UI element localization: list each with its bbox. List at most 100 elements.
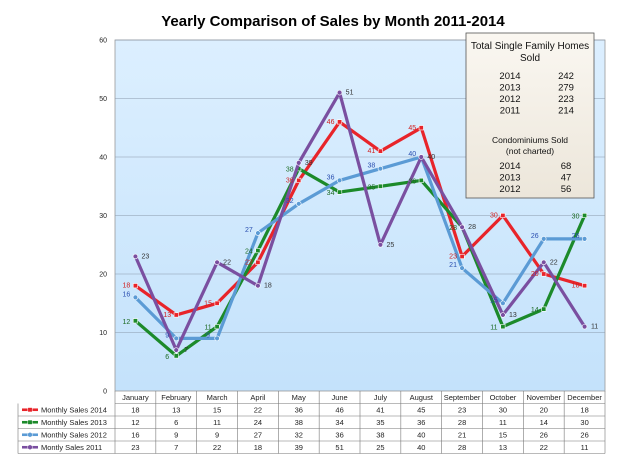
category-label: May [292, 393, 306, 402]
table-cell: 38 [295, 418, 303, 427]
data-point [214, 324, 220, 330]
data-label: 38 [368, 163, 376, 170]
data-label: 46 [327, 119, 335, 126]
data-point [336, 177, 343, 184]
table-cell: 45 [417, 405, 425, 414]
category-label: March [207, 393, 228, 402]
data-label: 11 [490, 325, 497, 332]
data-point [132, 253, 139, 260]
data-label: 24 [245, 249, 253, 256]
table-cell: 15 [213, 405, 221, 414]
table-cell: 6 [174, 418, 178, 427]
info-year: 2011 [500, 106, 520, 117]
data-label: 18 [264, 283, 272, 290]
data-point [214, 300, 220, 306]
info-heading: Sold [520, 53, 540, 64]
table-cell: 38 [376, 430, 384, 439]
data-point [255, 248, 261, 254]
category-label: October [490, 393, 517, 402]
info-value: 279 [558, 83, 574, 94]
data-label: 11 [591, 324, 598, 331]
legend-label: Montly Sales 2011 [41, 443, 102, 452]
data-label: 13 [163, 312, 171, 319]
info-value: 223 [558, 94, 574, 105]
data-point [173, 353, 179, 359]
table-cell: 21 [458, 430, 466, 439]
table-cell: 51 [335, 443, 343, 452]
data-label: 28 [449, 225, 457, 232]
table-cell: 11 [581, 443, 589, 452]
data-point [377, 148, 383, 154]
data-label: 23 [449, 253, 457, 260]
data-point [377, 183, 383, 189]
data-label: 15 [490, 297, 498, 304]
data-label: 18 [123, 283, 131, 290]
data-point [581, 236, 588, 242]
info-value: 68 [561, 161, 572, 172]
data-label: 21 [449, 262, 457, 269]
table-cell: 40 [417, 443, 425, 452]
table-cell: 36 [295, 405, 303, 414]
data-label: 34 [327, 190, 335, 197]
data-point [296, 201, 302, 207]
legend-label: Monthly Sales 2012 [41, 430, 107, 439]
category-label: September [444, 393, 481, 402]
data-label: 23 [142, 253, 150, 260]
table-cell: 35 [376, 418, 384, 427]
data-labels: 18 13 15 22 36 46 41 45 23 30 20 18 12 6 11 24 38 34 35 36 2… [123, 90, 599, 361]
data-point [500, 312, 506, 318]
table-cell: 7 [174, 443, 178, 452]
y-tick-label: 0 [103, 389, 107, 396]
info-value: 47 [561, 173, 572, 184]
data-point [459, 265, 465, 271]
data-point [214, 259, 220, 265]
data-point [296, 160, 302, 166]
y-tick-label: 60 [99, 38, 107, 45]
table-cell: 15 [499, 430, 507, 439]
data-label: 22 [550, 259, 558, 266]
chart-title: Yearly Comparison of Sales by Month 2011… [161, 13, 505, 30]
data-label: 6 [165, 354, 169, 361]
table-cell: 28 [458, 418, 466, 427]
category-label: November [526, 393, 561, 402]
data-label: 40 [408, 151, 416, 158]
table-cell: 41 [376, 405, 384, 414]
data-point [173, 335, 179, 342]
data-label: 22 [223, 259, 231, 266]
table-cell: 39 [295, 443, 303, 452]
data-label: 7 [184, 347, 188, 354]
data-label: 45 [408, 125, 416, 132]
y-tick-label: 30 [99, 213, 107, 220]
table-cell: 22 [254, 405, 262, 414]
y-tick-label: 10 [99, 330, 107, 337]
info-heading: Total Single Family Homes [471, 41, 589, 52]
data-label: 22 [245, 259, 253, 266]
info-heading: Condominiums Sold [492, 135, 568, 145]
legend-marker [27, 407, 33, 413]
data-point [336, 89, 343, 96]
data-label: 9 [206, 332, 210, 339]
data-point [582, 213, 588, 219]
table-cell: 26 [580, 430, 588, 439]
series-group [132, 89, 588, 359]
data-label: 16 [123, 291, 131, 298]
table-cell: 22 [540, 443, 548, 452]
data-point [541, 236, 547, 242]
table-cell: 46 [335, 405, 343, 414]
legend-marker [27, 432, 33, 438]
table-cell: 18 [254, 443, 262, 452]
table-cell: 30 [499, 405, 507, 414]
category-label: August [410, 393, 434, 402]
table-cell: 18 [580, 405, 588, 414]
data-label: 18 [572, 283, 580, 290]
data-label: 12 [123, 319, 131, 326]
table-cell: 36 [417, 418, 425, 427]
data-point [377, 242, 384, 248]
category-label: December [567, 393, 602, 402]
data-label: 36 [286, 177, 294, 184]
data-point [173, 347, 179, 353]
data-label: 28 [468, 224, 476, 231]
